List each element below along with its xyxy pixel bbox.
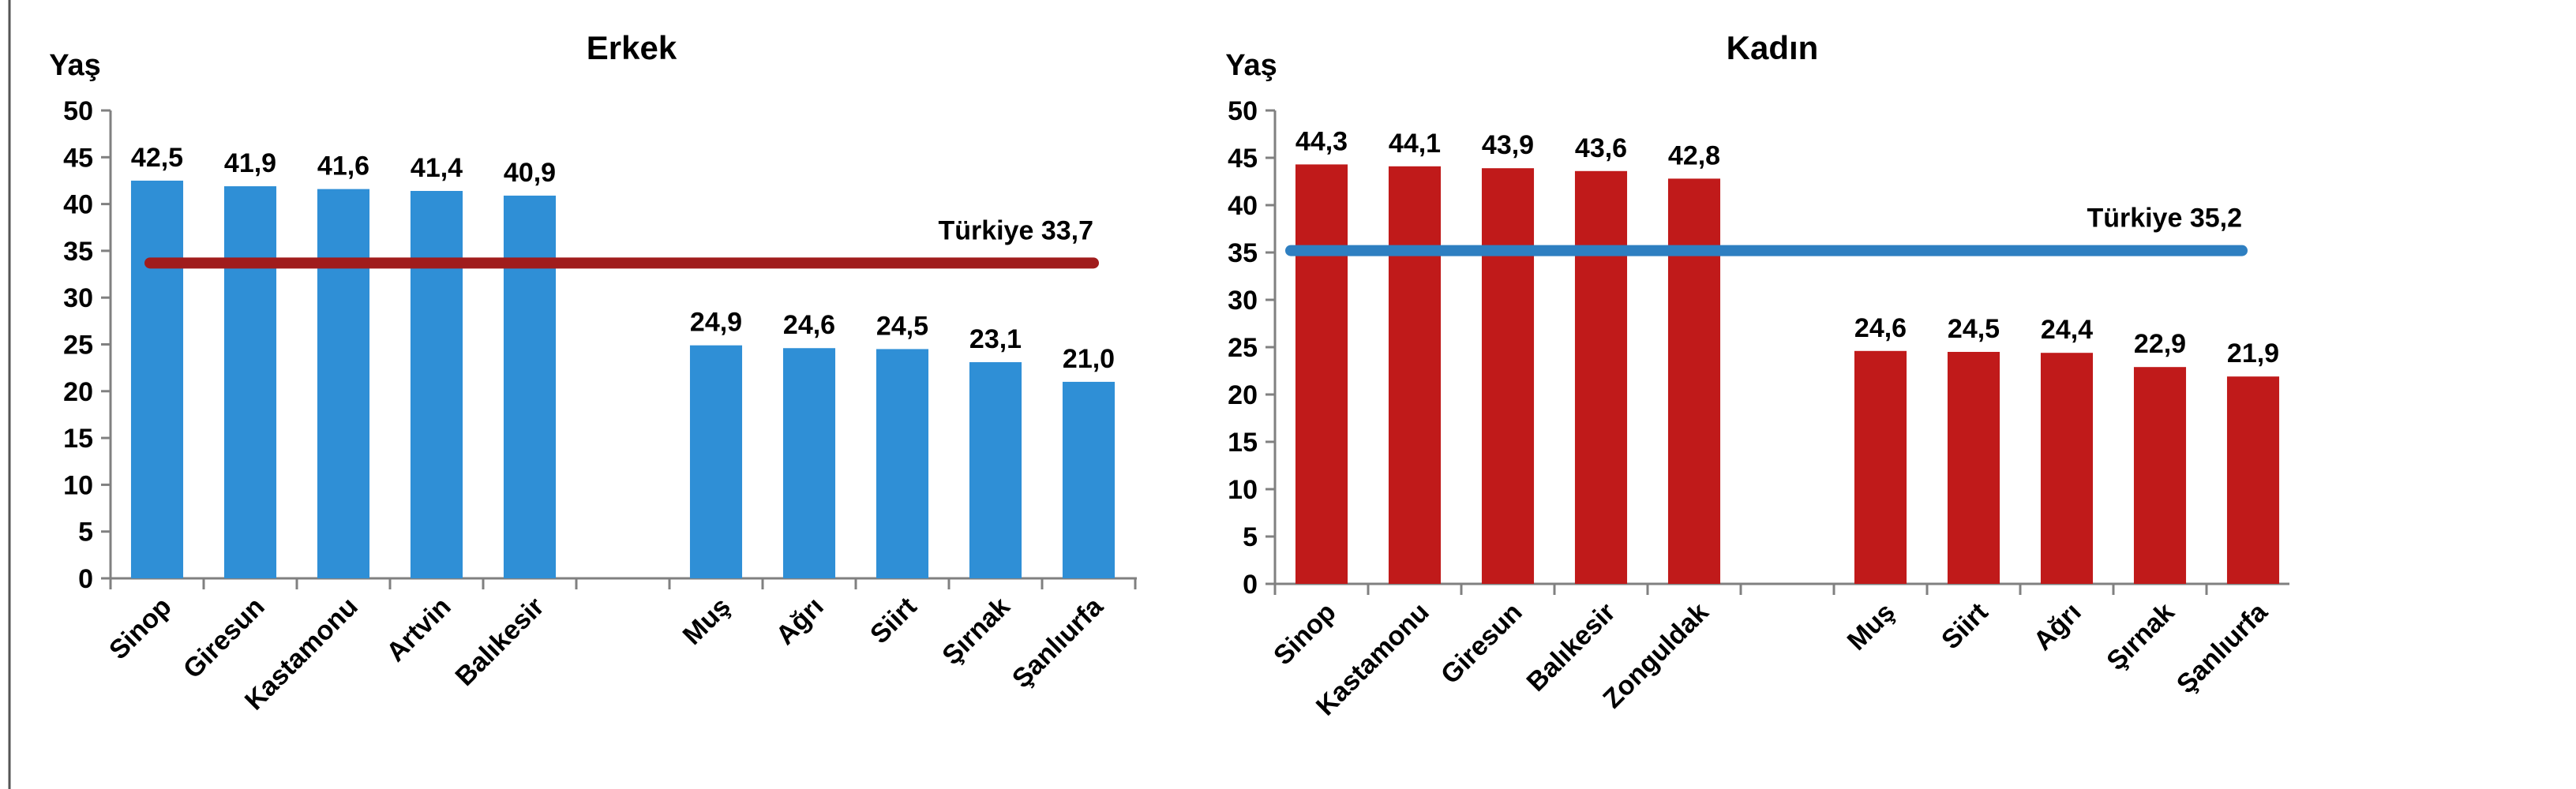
data-label: 42,5	[131, 143, 183, 173]
x-category-label: Şanlıurfa	[2171, 596, 2274, 700]
y-tick-label: 30	[63, 283, 93, 313]
reference-line-label: Türkiye 33,7	[938, 215, 1093, 245]
bar	[876, 349, 929, 578]
x-category-label: Balıkesir	[1521, 597, 1622, 697]
data-label: 42,8	[1668, 140, 1720, 170]
y-tick-label: 0	[1243, 570, 1258, 600]
y-tick-label: 40	[1228, 191, 1258, 221]
data-label: 23,1	[969, 324, 1022, 354]
y-tick-label: 25	[1228, 333, 1258, 363]
x-category-label: Balıkesir	[450, 592, 550, 692]
data-label: 24,6	[783, 310, 835, 340]
data-label: 44,1	[1389, 129, 1441, 159]
y-tick-label: 25	[63, 331, 93, 361]
bar	[503, 195, 557, 578]
data-label: 41,9	[224, 148, 276, 178]
x-category-label: Ağrı	[2028, 597, 2087, 656]
x-category-label: Giresun	[178, 592, 271, 685]
y-tick-label: 15	[1228, 428, 1258, 458]
data-label: 21,9	[2227, 338, 2279, 368]
bar	[2040, 353, 2094, 584]
x-category-label: Şırnak	[2101, 597, 2180, 676]
bar	[2226, 376, 2280, 584]
data-label: 44,3	[1295, 126, 1348, 156]
x-category-label: Sinop	[103, 592, 178, 666]
chart-title: Erkek	[587, 29, 677, 66]
x-category-label: Giresun	[1435, 597, 1528, 690]
bar	[2133, 367, 2187, 584]
bar	[1388, 166, 1442, 585]
y-tick-label: 45	[1228, 144, 1258, 174]
y-tick-label: 10	[63, 470, 93, 500]
y-tick-label: 10	[1228, 475, 1258, 505]
x-category-label: Sinop	[1268, 597, 1342, 671]
data-label: 40,9	[504, 158, 556, 188]
data-label: 41,4	[411, 153, 463, 183]
y-tick-label: 0	[78, 564, 93, 594]
data-label: 21,0	[1063, 344, 1115, 374]
bar	[1481, 168, 1535, 584]
y-tick-label: 50	[63, 96, 93, 126]
chart-title: Kadın	[1727, 29, 1819, 66]
bar	[1854, 350, 1907, 584]
data-label: 41,6	[317, 151, 369, 181]
x-category-label: Artvin	[381, 592, 456, 667]
chart-kadin: Kadın Yaş 0 5 10 15 20 25 30 35 40 45 50 44,3 Sinop 44,…	[1225, 29, 2289, 722]
y-tick-label: 40	[63, 190, 93, 220]
bar	[1295, 164, 1348, 584]
data-label: 24,9	[690, 308, 742, 338]
reference-line-label: Türkiye 35,2	[2087, 204, 2242, 234]
y-tick-label: 15	[63, 424, 93, 454]
bar	[1947, 352, 2000, 584]
data-label: 24,4	[2041, 315, 2093, 345]
x-category-label: Ağrı	[771, 592, 830, 651]
y-tick-label: 50	[1228, 96, 1258, 126]
data-label: 24,5	[1948, 314, 2000, 344]
y-tick-label: 30	[1228, 286, 1258, 316]
data-label: 43,9	[1482, 130, 1534, 160]
y-tick-label: 35	[63, 237, 93, 267]
y-axis-label: Yaş	[1225, 49, 1277, 82]
chart-erkek: Erkek Yaş 0 5 10 15 20 25 30 35 40 45 50 42,5 Sinop 41,…	[49, 29, 1137, 716]
x-category-label: Şırnak	[936, 592, 1015, 671]
bar	[1574, 170, 1628, 585]
bar	[1667, 178, 1721, 584]
bar	[410, 190, 463, 578]
data-label: 24,5	[876, 311, 928, 341]
bar	[782, 348, 836, 578]
y-tick-label: 5	[1243, 522, 1258, 552]
bar	[1062, 381, 1116, 578]
y-tick-label: 20	[1228, 380, 1258, 410]
bar	[969, 362, 1022, 578]
x-category-label: Siirt	[864, 592, 923, 650]
y-axis-label: Yaş	[49, 49, 101, 82]
x-category-label: Muş	[677, 592, 737, 651]
y-tick-label: 45	[63, 143, 93, 173]
bar	[689, 345, 743, 578]
data-label: 22,9	[2134, 329, 2186, 359]
bar	[223, 186, 277, 579]
x-category-label: Siirt	[1936, 597, 1994, 656]
bar	[317, 189, 370, 578]
y-tick-label: 5	[78, 518, 93, 548]
data-label: 43,6	[1575, 133, 1627, 163]
data-label: 24,6	[1854, 313, 1907, 343]
y-tick-label: 20	[63, 377, 93, 407]
x-category-label: Şanlıurfa	[1007, 591, 1110, 694]
x-category-label: Muş	[1842, 597, 1901, 656]
y-tick-label: 35	[1228, 238, 1258, 268]
bar	[130, 180, 184, 578]
